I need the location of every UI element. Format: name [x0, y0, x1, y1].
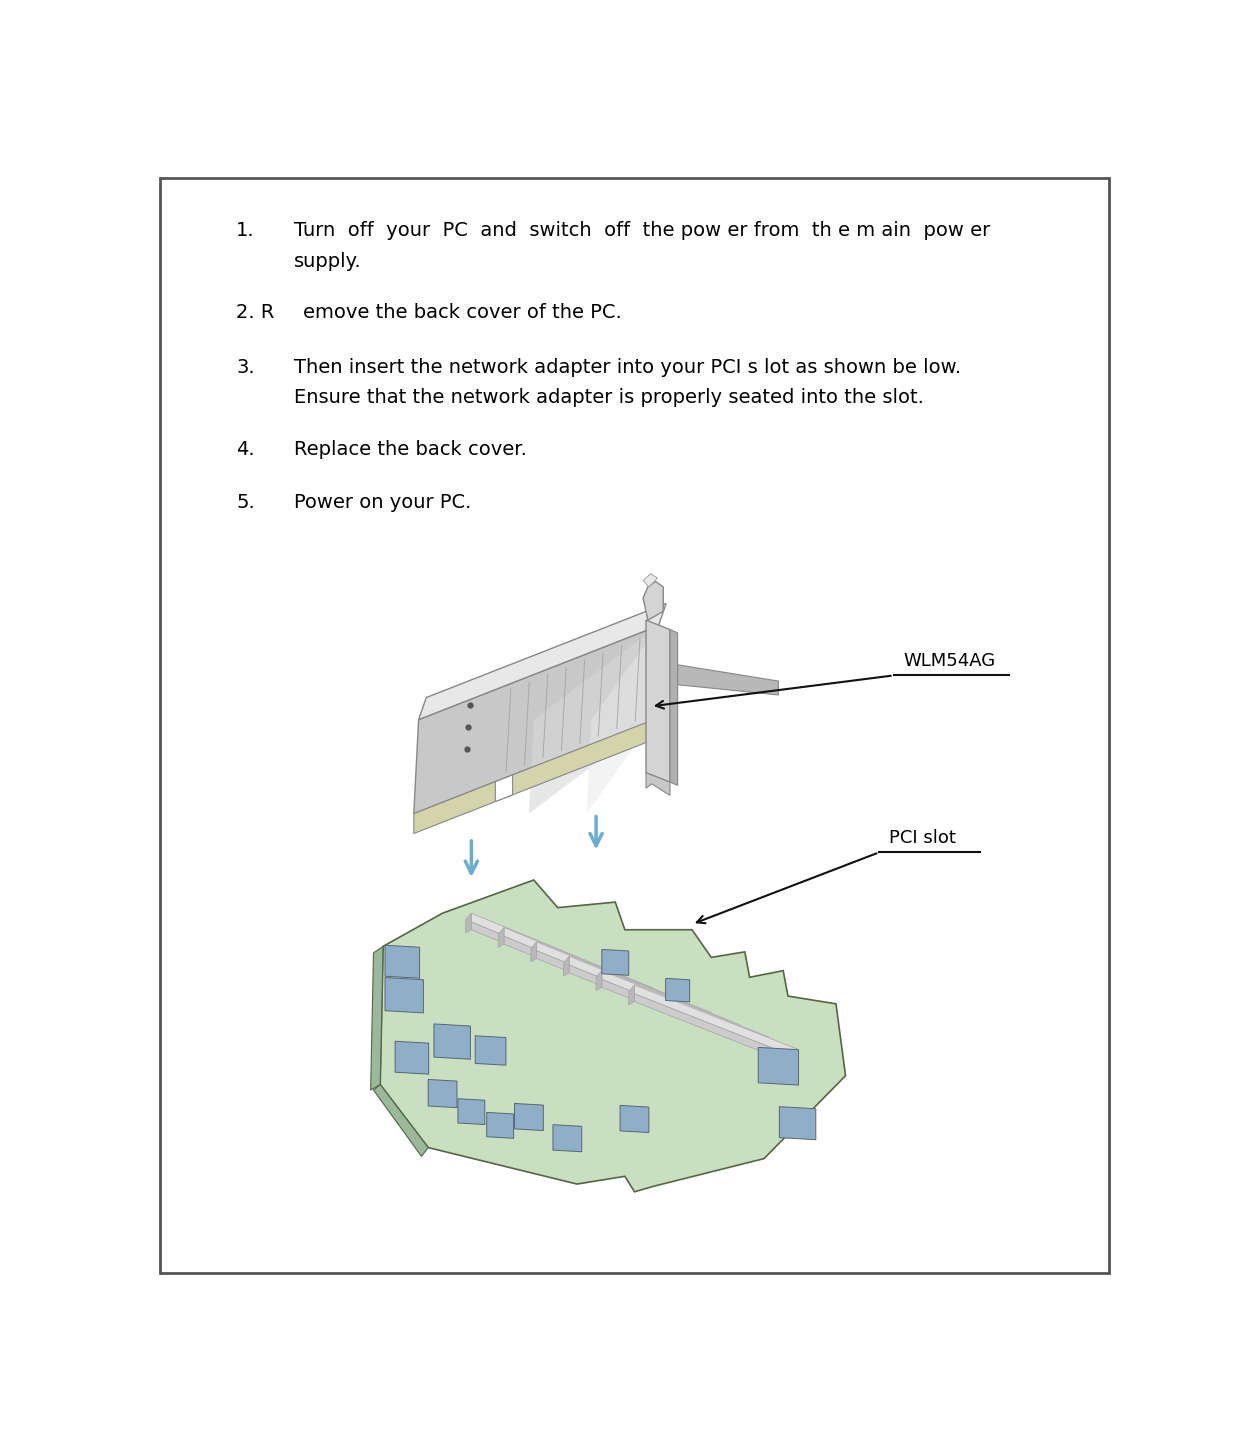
- Text: Then insert the network adapter into your PCI s lot as shown be low.: Then insert the network adapter into you…: [293, 358, 961, 378]
- Polygon shape: [498, 928, 504, 948]
- Text: PCI slot: PCI slot: [889, 829, 956, 847]
- Polygon shape: [536, 942, 712, 1021]
- Text: supply.: supply.: [293, 251, 361, 271]
- Polygon shape: [620, 1106, 649, 1133]
- Polygon shape: [475, 1035, 506, 1066]
- Text: Power on your PC.: Power on your PC.: [293, 493, 472, 513]
- Text: Ensure that the network adapter is properly seated into the slot.: Ensure that the network adapter is prope…: [293, 388, 924, 406]
- Polygon shape: [635, 985, 797, 1058]
- Polygon shape: [597, 971, 602, 991]
- Polygon shape: [569, 956, 740, 1034]
- Text: 3.: 3.: [236, 358, 255, 378]
- Polygon shape: [504, 928, 682, 1010]
- Text: WLM54AG: WLM54AG: [904, 652, 995, 669]
- Polygon shape: [395, 1041, 428, 1074]
- Polygon shape: [515, 1103, 543, 1130]
- Polygon shape: [529, 626, 659, 814]
- Polygon shape: [635, 994, 797, 1066]
- Polygon shape: [602, 971, 769, 1045]
- Polygon shape: [495, 775, 513, 801]
- Polygon shape: [418, 603, 666, 719]
- Polygon shape: [413, 719, 654, 833]
- Polygon shape: [677, 665, 779, 695]
- Polygon shape: [563, 956, 569, 976]
- Polygon shape: [428, 1080, 457, 1107]
- Polygon shape: [465, 913, 472, 933]
- Polygon shape: [374, 1084, 428, 1156]
- Polygon shape: [666, 978, 690, 1002]
- Text: 5.: 5.: [236, 493, 255, 513]
- Polygon shape: [370, 946, 383, 1090]
- Text: 2. R: 2. R: [236, 303, 275, 322]
- Text: Turn  off  your  PC  and  switch  off  the pow er from  th e m ain  pow er: Turn off your PC and switch off the pow …: [293, 221, 990, 240]
- Polygon shape: [531, 942, 536, 962]
- Polygon shape: [602, 949, 629, 975]
- Polygon shape: [670, 629, 677, 785]
- Polygon shape: [413, 626, 659, 814]
- Polygon shape: [643, 574, 657, 587]
- Polygon shape: [435, 1024, 470, 1060]
- Polygon shape: [472, 913, 654, 997]
- Polygon shape: [472, 922, 654, 1005]
- Polygon shape: [569, 965, 740, 1041]
- Polygon shape: [380, 880, 846, 1192]
- Polygon shape: [758, 1047, 799, 1086]
- Polygon shape: [487, 1113, 514, 1139]
- Text: Replace the back cover.: Replace the back cover.: [293, 439, 526, 460]
- Polygon shape: [602, 979, 769, 1054]
- Polygon shape: [385, 978, 423, 1012]
- Polygon shape: [536, 951, 712, 1030]
- Polygon shape: [553, 1124, 582, 1152]
- Polygon shape: [587, 626, 659, 814]
- Polygon shape: [780, 1107, 816, 1140]
- Polygon shape: [504, 936, 682, 1017]
- Text: 1.: 1.: [236, 221, 255, 240]
- Text: 4.: 4.: [236, 439, 255, 460]
- Polygon shape: [646, 773, 670, 796]
- Polygon shape: [458, 1099, 485, 1124]
- Text: emove the back cover of the PC.: emove the back cover of the PC.: [303, 303, 623, 322]
- Polygon shape: [385, 945, 420, 978]
- Polygon shape: [629, 985, 635, 1005]
- Polygon shape: [643, 582, 664, 620]
- Polygon shape: [646, 620, 670, 783]
